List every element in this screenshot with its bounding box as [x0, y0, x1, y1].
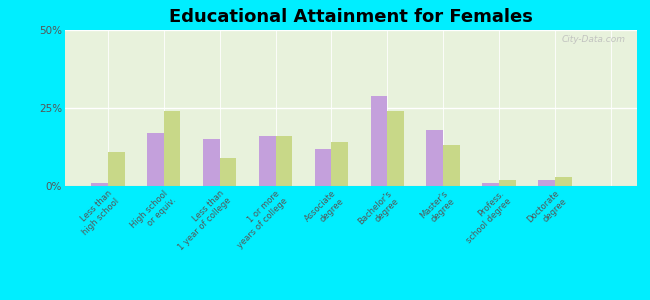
Bar	[370, 95, 387, 186]
Bar	[276, 136, 292, 186]
Bar	[443, 146, 460, 186]
Bar	[426, 130, 443, 186]
Bar	[387, 111, 404, 186]
Bar	[203, 139, 220, 186]
Bar	[91, 183, 108, 186]
Bar	[164, 111, 181, 186]
Bar	[538, 180, 555, 186]
Bar	[147, 133, 164, 186]
Bar	[332, 142, 348, 186]
Bar	[108, 152, 125, 186]
Title: Educational Attainment for Females: Educational Attainment for Females	[169, 8, 533, 26]
Bar	[555, 177, 572, 186]
Bar	[499, 180, 516, 186]
Text: City-Data.com: City-Data.com	[562, 35, 625, 44]
Bar	[482, 183, 499, 186]
Bar	[259, 136, 276, 186]
Bar	[315, 148, 332, 186]
Bar	[220, 158, 237, 186]
